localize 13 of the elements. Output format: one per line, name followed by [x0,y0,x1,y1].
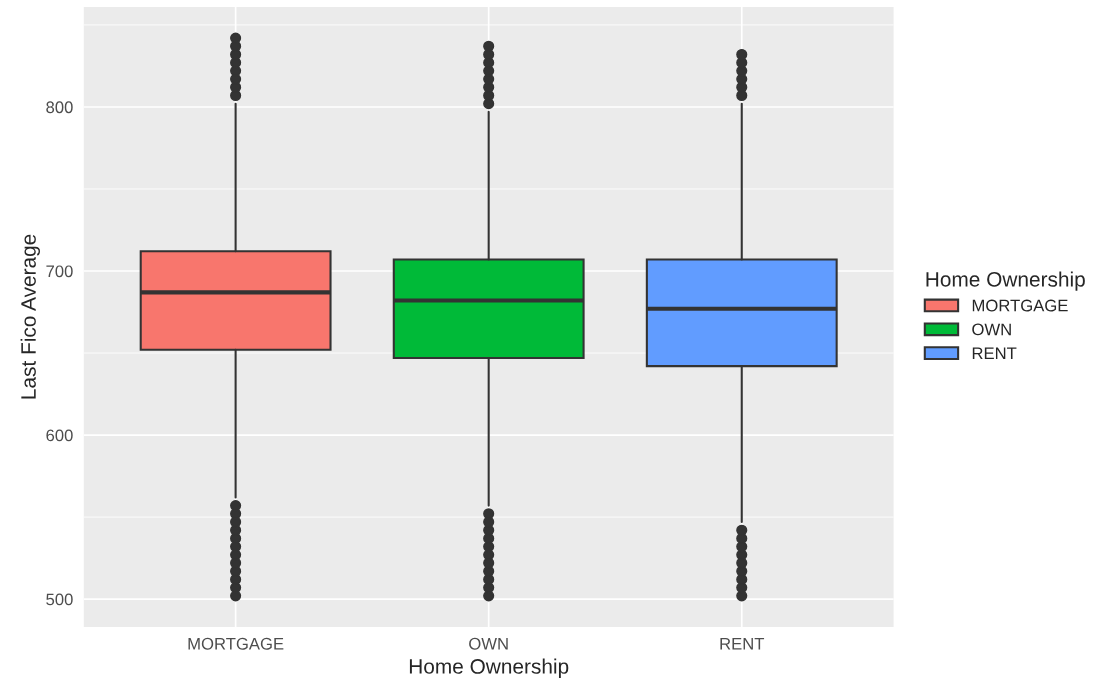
x-tick-label: OWN [469,637,508,650]
y-axis-title: Last Fico Average [20,234,40,399]
x-tick-label: RENT [720,638,765,650]
y-tick-label: 700 [46,265,73,278]
legend-label: OWN [972,323,1011,336]
y-tick-label: 500 [46,593,73,606]
x-axis-title: Home Ownership [409,658,569,678]
legend-title: Home Ownership [926,271,1085,291]
y-tick-label: 800 [46,101,73,114]
x-tick-label: MORTGAGE [188,637,284,650]
legend-label: RENT [972,347,1017,359]
legend-label: MORTGAGE [972,299,1068,312]
y-tick-label: 600 [46,429,73,442]
